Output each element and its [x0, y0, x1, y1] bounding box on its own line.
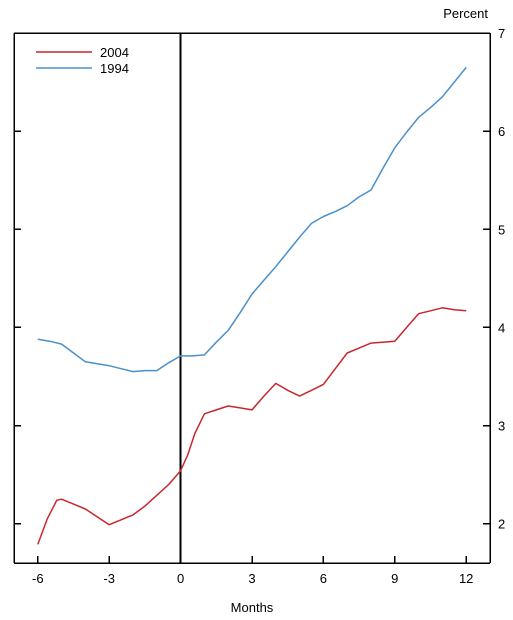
y-axis-label: Percent [443, 6, 488, 21]
x-tick-label: 0 [177, 571, 184, 586]
series-line-1994 [37, 66, 467, 373]
y-tick-label: 6 [498, 124, 505, 139]
legend-label-1994: 1994 [100, 61, 129, 76]
x-tick-label: -6 [32, 571, 44, 586]
x-axis-label: Months [231, 600, 274, 615]
x-tick-label: 6 [320, 571, 327, 586]
y-tick-label: 5 [498, 222, 505, 237]
y-tick-label: 4 [498, 320, 505, 335]
x-tick-label: 3 [248, 571, 255, 586]
x-axis: -6 -3 0 3 6 9 12 [32, 556, 473, 586]
x-tick-label: -3 [103, 571, 115, 586]
plot-frame [13, 32, 491, 564]
y-tick-label: 7 [498, 26, 505, 41]
series-line-2004 [37, 307, 467, 545]
y-tick-label: 2 [498, 517, 505, 532]
x-tick-label: 12 [459, 571, 473, 586]
series-layer [37, 66, 467, 545]
y-tick-label: 3 [498, 419, 505, 434]
y-axis: 2 3 4 5 6 7 [14, 26, 505, 532]
legend-label-2004: 2004 [100, 45, 129, 60]
x-tick-label: 9 [391, 571, 398, 586]
